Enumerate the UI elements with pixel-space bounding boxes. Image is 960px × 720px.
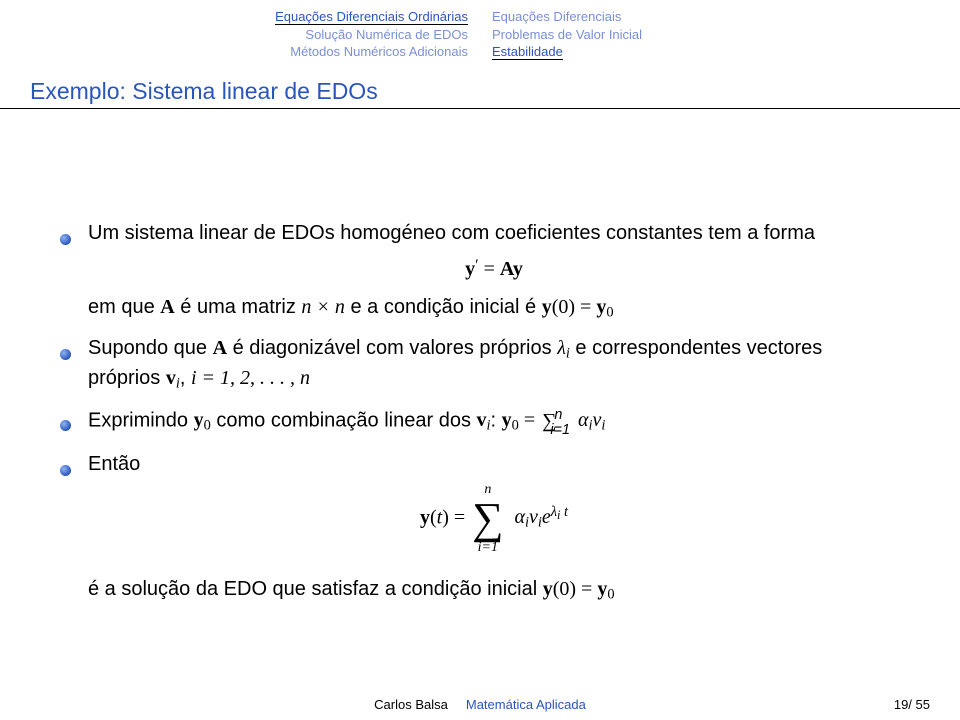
bullet-spacer: [60, 575, 88, 605]
page-number: 19/ 55: [894, 697, 930, 712]
bullet-icon: [60, 450, 88, 565]
bullet-text: é a solução da EDO que satisfaz a condiç…: [88, 575, 900, 605]
bullet-text: Então y(t) = n ∑ i=1 αivieλi t: [88, 450, 900, 565]
footer-course: Matemática Aplicada: [466, 697, 586, 712]
footer-author: Carlos Balsa: [374, 697, 466, 712]
equation: y′ = Ay: [88, 254, 900, 284]
bullet-text: Supondo que A é diagonizável com valores…: [88, 334, 900, 395]
equation: y(t) = n ∑ i=1 αivieλi t: [88, 483, 900, 555]
bullet-item: Então y(t) = n ∑ i=1 αivieλi t: [60, 450, 900, 565]
header-left-column: Equações Diferenciais Ordinárias Solução…: [208, 8, 468, 61]
header-right-column: Equações Diferenciais Problemas de Valor…: [492, 8, 752, 61]
sum-icon: ∑ni=1: [542, 405, 584, 437]
slide-header: Equações Diferenciais Ordinárias Solução…: [0, 0, 960, 63]
slide-content: Um sistema linear de EDOs homogéneo com …: [0, 109, 960, 606]
slide-title: Exemplo: Sistema linear de EDOs: [0, 75, 960, 109]
bullet-text: Um sistema linear de EDOs homogéneo com …: [88, 219, 900, 324]
bullet-item: Um sistema linear de EDOs homogéneo com …: [60, 219, 900, 324]
header-left-item[interactable]: Métodos Numéricos Adicionais: [208, 43, 468, 61]
bullet-icon: [60, 405, 88, 440]
slide-footer: Carlos Balsa Matemática Aplicada: [0, 697, 960, 712]
sum-icon: n ∑ i=1: [472, 483, 503, 555]
header-left-item[interactable]: Equações Diferenciais Ordinárias: [208, 8, 468, 26]
bullet-icon: [60, 219, 88, 324]
header-right-item[interactable]: Problemas de Valor Inicial: [492, 26, 752, 44]
header-right-item[interactable]: Equações Diferenciais: [492, 8, 752, 26]
bullet-continuation: é a solução da EDO que satisfaz a condiç…: [60, 575, 900, 605]
bullet-text: Exprimindo y0 como combinação linear dos…: [88, 405, 900, 440]
bullet-item: Exprimindo y0 como combinação linear dos…: [60, 405, 900, 440]
bullet-icon: [60, 334, 88, 395]
header-right-item[interactable]: Estabilidade: [492, 43, 752, 61]
header-left-item[interactable]: Solução Numérica de EDOs: [208, 26, 468, 44]
bullet-item: Supondo que A é diagonizável com valores…: [60, 334, 900, 395]
